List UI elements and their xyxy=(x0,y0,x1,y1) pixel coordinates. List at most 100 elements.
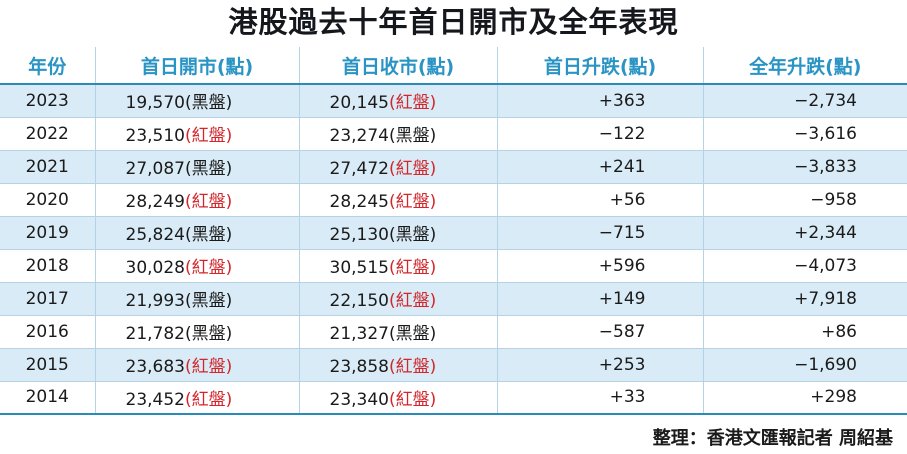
close-cell: 27,472(紅盤) xyxy=(299,150,498,184)
table-row: 2023 19,570(黑盤) 20,145(紅盤) +363 −2,734 xyxy=(0,84,907,118)
open-tag: (紅盤) xyxy=(184,357,233,377)
close-value: 22,150 xyxy=(329,291,389,311)
open-cell: 23,452(紅盤) xyxy=(95,381,300,415)
close-cell: 23,274(黑盤) xyxy=(299,117,498,151)
table-row: 2020 28,249(紅盤) 28,245(紅盤) +56 −958 xyxy=(0,183,907,217)
close-cell: 22,150(紅盤) xyxy=(299,282,498,316)
day-change-cell: +241 xyxy=(497,150,704,184)
year-cell: 2016 xyxy=(0,315,96,349)
close-value: 25,130 xyxy=(329,225,389,245)
close-tag: (黑盤) xyxy=(388,126,437,146)
table-row: 2014 23,452(紅盤) 23,340(紅盤) +33 +298 xyxy=(0,381,907,415)
close-cell: 20,145(紅盤) xyxy=(299,84,498,118)
open-value: 21,993 xyxy=(125,291,185,311)
close-cell: 23,858(紅盤) xyxy=(299,348,498,382)
close-cell: 23,340(紅盤) xyxy=(299,381,498,415)
close-tag: (紅盤) xyxy=(388,159,437,179)
close-tag: (黑盤) xyxy=(388,324,437,344)
year-change-cell: −4,073 xyxy=(703,249,907,283)
year-change-cell: −2,734 xyxy=(703,84,907,118)
close-tag: (黑盤) xyxy=(388,225,437,245)
year-cell: 2015 xyxy=(0,348,96,382)
open-value: 27,087 xyxy=(125,159,185,179)
open-cell: 19,570(黑盤) xyxy=(95,84,300,118)
open-value: 23,452 xyxy=(125,389,185,410)
open-tag: (黑盤) xyxy=(184,324,233,344)
close-tag: (紅盤) xyxy=(388,291,437,311)
header-row: 年份 首日開市(點) 首日收市(點) 首日升跌(點) 全年升跌(點) xyxy=(0,47,907,85)
open-cell: 21,993(黑盤) xyxy=(95,282,300,316)
year-cell: 2022 xyxy=(0,117,96,151)
year-cell: 2023 xyxy=(0,84,96,118)
column-header-year-change: 全年升跌(點) xyxy=(703,47,907,85)
open-value: 25,824 xyxy=(125,225,185,245)
open-cell: 27,087(黑盤) xyxy=(95,150,300,184)
open-tag: (黑盤) xyxy=(184,93,233,114)
close-value: 27,472 xyxy=(329,159,389,179)
day-change-cell: +149 xyxy=(497,282,704,316)
open-cell: 28,249(紅盤) xyxy=(95,183,300,217)
open-tag: (黑盤) xyxy=(184,291,233,311)
chart-title: 港股過去十年首日開市及全年表現 xyxy=(228,5,679,39)
table-row: 2016 21,782(黑盤) 21,327(黑盤) −587 +86 xyxy=(0,315,907,349)
day-change-cell: +33 xyxy=(497,381,704,415)
year-cell: 2017 xyxy=(0,282,96,316)
open-cell: 25,824(黑盤) xyxy=(95,216,300,250)
open-cell: 21,782(黑盤) xyxy=(95,315,300,349)
close-tag: (紅盤) xyxy=(388,192,437,212)
table-row: 2019 25,824(黑盤) 25,130(黑盤) −715 +2,344 xyxy=(0,216,907,250)
close-value: 20,145 xyxy=(329,93,389,114)
year-change-cell: −3,833 xyxy=(703,150,907,184)
day-change-cell: −715 xyxy=(497,216,704,250)
year-change-cell: −3,616 xyxy=(703,117,907,151)
year-change-cell: +298 xyxy=(703,381,907,415)
open-value: 30,028 xyxy=(125,258,185,278)
close-value: 30,515 xyxy=(329,258,389,278)
close-value: 23,340 xyxy=(329,389,389,410)
open-tag: (紅盤) xyxy=(184,389,233,410)
credit-line: 整理：香港文匯報記者 周紹基 xyxy=(652,428,893,449)
column-header-day-change: 首日升跌(點) xyxy=(497,47,704,85)
year-cell: 2020 xyxy=(0,183,96,217)
year-cell: 2021 xyxy=(0,150,96,184)
close-cell: 21,327(黑盤) xyxy=(299,315,498,349)
open-cell: 30,028(紅盤) xyxy=(95,249,300,283)
year-change-cell: −958 xyxy=(703,183,907,217)
column-header-close: 首日收市(點) xyxy=(299,47,498,85)
year-cell: 2014 xyxy=(0,381,96,415)
table-row: 2022 23,510(紅盤) 23,274(黑盤) −122 −3,616 xyxy=(0,117,907,151)
year-change-cell: +86 xyxy=(703,315,907,349)
close-tag: (紅盤) xyxy=(388,93,437,114)
open-tag: (黑盤) xyxy=(184,159,233,179)
close-value: 23,274 xyxy=(329,126,389,146)
close-tag: (紅盤) xyxy=(388,357,437,377)
close-cell: 30,515(紅盤) xyxy=(299,249,498,283)
column-header-open: 首日開市(點) xyxy=(95,47,300,85)
close-cell: 25,130(黑盤) xyxy=(299,216,498,250)
open-value: 21,782 xyxy=(125,324,185,344)
table-body: 2023 19,570(黑盤) 20,145(紅盤) +363 −2,734 2022 23… xyxy=(0,84,907,415)
close-tag: (紅盤) xyxy=(388,258,437,278)
close-value: 21,327 xyxy=(329,324,389,344)
day-change-cell: +596 xyxy=(497,249,704,283)
open-value: 19,570 xyxy=(125,93,185,114)
close-value: 28,245 xyxy=(329,192,389,212)
open-tag: (紅盤) xyxy=(184,192,233,212)
open-cell: 23,683(紅盤) xyxy=(95,348,300,382)
open-value: 28,249 xyxy=(125,192,185,212)
table-row: 2021 27,087(黑盤) 27,472(紅盤) +241 −3,833 xyxy=(0,150,907,184)
open-value: 23,510 xyxy=(125,126,185,146)
table-header: 年份 首日開市(點) 首日收市(點) 首日升跌(點) 全年升跌(點) xyxy=(0,47,907,85)
open-cell: 23,510(紅盤) xyxy=(95,117,300,151)
data-table: 年份 首日開市(點) 首日收市(點) 首日升跌(點) 全年升跌(點) 2023 1… xyxy=(0,47,907,415)
day-change-cell: −587 xyxy=(497,315,704,349)
table-row: 2015 23,683(紅盤) 23,858(紅盤) +253 −1,690 xyxy=(0,348,907,382)
close-value: 23,858 xyxy=(329,357,389,377)
table-row: 2017 21,993(黑盤) 22,150(紅盤) +149 +7,918 xyxy=(0,282,907,316)
close-cell: 28,245(紅盤) xyxy=(299,183,498,217)
day-change-cell: +56 xyxy=(497,183,704,217)
year-cell: 2018 xyxy=(0,249,96,283)
table-row: 2018 30,028(紅盤) 30,515(紅盤) +596 −4,073 xyxy=(0,249,907,283)
year-change-cell: +7,918 xyxy=(703,282,907,316)
column-header-year: 年份 xyxy=(0,47,96,85)
